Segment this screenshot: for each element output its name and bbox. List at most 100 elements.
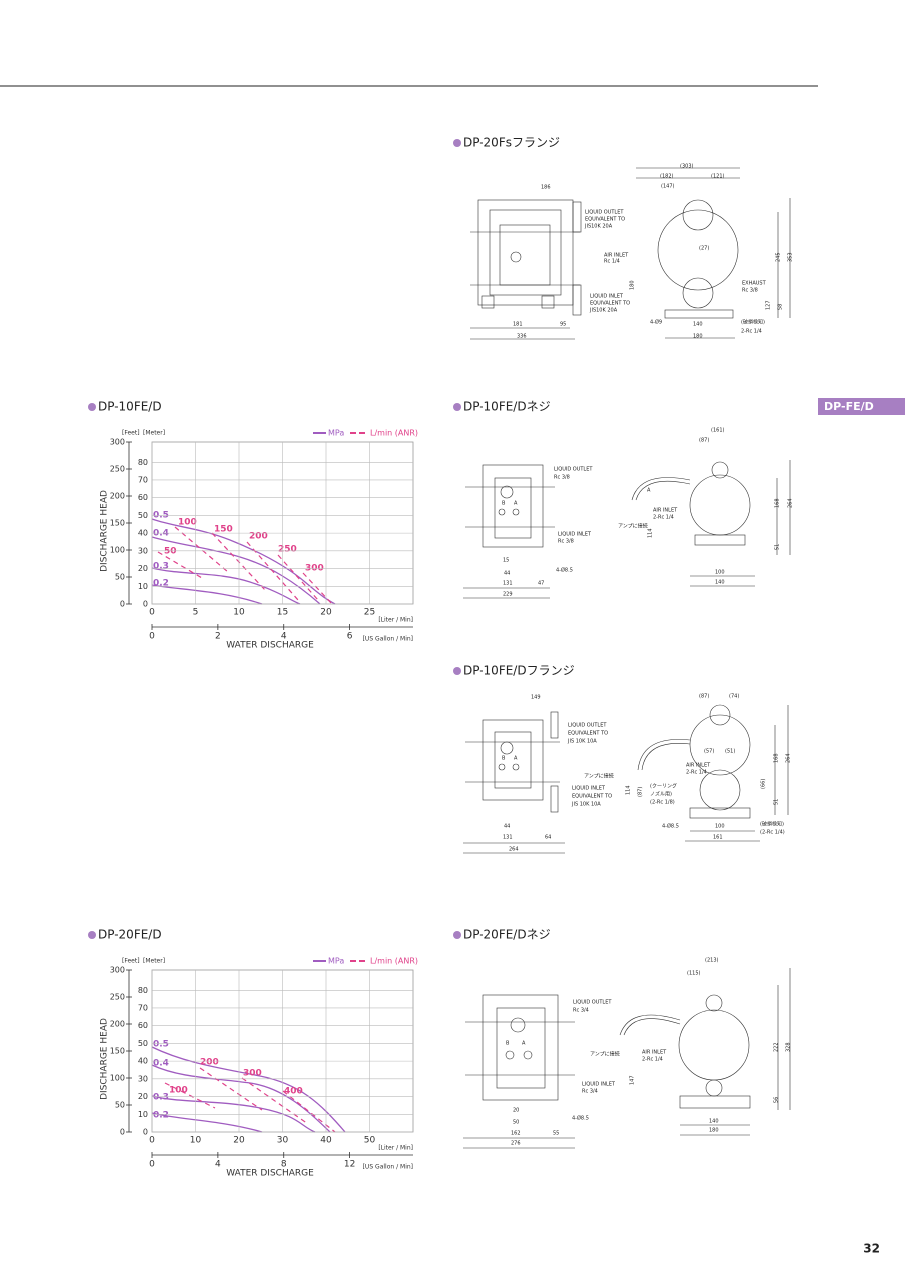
air-label: 200 [200, 1058, 219, 1068]
dimension: 180 [709, 1128, 719, 1134]
y-axis-label: DISCHARGE HEAD [100, 1018, 110, 1100]
y-tick-label: 70 [138, 1003, 148, 1012]
y-tick-label: 60 [138, 1021, 148, 1030]
air-label: 400 [284, 1087, 303, 1097]
y-tick-label: 50 [138, 511, 148, 520]
bullet [453, 403, 461, 411]
dimension: 4-Ø8.5 [556, 567, 573, 574]
callout: JIS 10K 10A [571, 802, 601, 808]
dimension: 4-Ø8.5 [662, 823, 679, 830]
callout: Rc 1/4 [604, 259, 620, 265]
y-tick-label: 30 [138, 1074, 148, 1083]
dimension: (87) [699, 694, 709, 700]
callout: EQUIVALENT TO [590, 301, 630, 307]
callout: B [502, 501, 506, 507]
x-tick-label: 25 [364, 608, 375, 618]
axis-unit: [US Gallon / Min] [363, 1164, 413, 1171]
dimension: 264 [786, 753, 792, 763]
dimension: 64 [545, 835, 551, 841]
y-tick-label: 250 [110, 993, 125, 1002]
dimension: (115) [687, 971, 700, 977]
x-tick-label: 30 [277, 1136, 289, 1146]
y-tick-label: 10 [138, 582, 148, 591]
section-title: DP-10FE/Dネジ [463, 400, 551, 414]
callout: EQUIVALENT TO [585, 217, 625, 223]
x-axis-label: WATER DISCHARGE [226, 1169, 314, 1179]
axis-unit: [Liter / Min] [378, 617, 413, 624]
dimension: 114 [648, 528, 654, 538]
callout: 2-Rc 1/4 [686, 770, 707, 776]
pressure-label: 0.4 [153, 1059, 169, 1069]
x-tick-label: 0 [149, 632, 155, 642]
air-label: 100 [178, 518, 197, 528]
dimension: 20 [513, 1108, 519, 1114]
x-tick-label: 20 [233, 1136, 245, 1146]
y-tick-label: 30 [138, 546, 148, 555]
x-tick-label: 0 [149, 608, 155, 618]
dimension: 168 [774, 753, 780, 763]
page-number: 32 [863, 1242, 880, 1256]
dimension: 51 [775, 544, 781, 550]
dimension: 162 [511, 1131, 521, 1137]
section-title: DP-20Fsフランジ [463, 136, 560, 150]
callout: A [647, 488, 651, 494]
axis-unit: [Meter] [143, 958, 165, 965]
pressure-label: 0.2 [153, 1111, 169, 1121]
dimension: (51) [725, 749, 735, 755]
callout: AIR INLET [686, 763, 711, 769]
callout: 2-Rc 1/4 [653, 515, 674, 521]
y-tick-label: 0 [143, 600, 148, 609]
dimension: 51 [774, 799, 780, 805]
callout: JIS 10K 10A [567, 739, 597, 745]
callout: LIQUID OUTLET [573, 1000, 612, 1006]
drawing-labels: 186 LIQUID OUTLET EQUIVALENT TO JIS10K 2… [513, 164, 794, 340]
dimension: 114 [626, 785, 632, 795]
callout: アンプに接続 [618, 523, 648, 530]
dimension: 180 [630, 280, 636, 290]
pressure-label: 0.4 [153, 529, 169, 539]
dimension: 336 [517, 334, 527, 340]
y-tick-label: 0 [120, 1128, 125, 1137]
dimension: (182) [660, 174, 673, 180]
dimension: (57) [704, 749, 714, 755]
pressure-label: 0.2 [153, 579, 169, 589]
callout: (破損検知) [760, 821, 784, 828]
y-tick-label: 40 [138, 529, 148, 538]
dimension: (303) [680, 164, 693, 170]
pressure-label: 0.5 [153, 1040, 169, 1050]
axis-unit: [Feet] [122, 958, 140, 965]
x-tick-label: 10 [190, 1136, 202, 1146]
y-tick-label: 20 [138, 1092, 148, 1101]
air-label: 250 [278, 545, 297, 555]
callout: ノズル用) [650, 791, 672, 798]
callout: 2-Rc 1/4 [741, 329, 762, 335]
bullet [453, 667, 461, 675]
pressure-label: 0.3 [153, 1093, 169, 1103]
dimension: 140 [715, 580, 725, 586]
callout: B [502, 756, 506, 762]
callout: EXHAUST [742, 281, 767, 287]
callout: (2-Rc 1/8) [650, 800, 675, 806]
y-tick-label: 100 [110, 1074, 125, 1083]
callout: JIS10K 20A [584, 224, 613, 230]
dimension: 47 [538, 581, 544, 587]
dimension: 180 [693, 334, 703, 340]
dimension: 44 [504, 824, 510, 830]
y-tick-label: 300 [110, 966, 125, 975]
y-tick-label: 80 [138, 986, 148, 995]
dimension: 44 [504, 571, 510, 577]
dimension: 15 [503, 558, 509, 564]
dimension: 276 [511, 1141, 521, 1147]
y-tick-label: 50 [138, 1039, 148, 1048]
section-title: DP-10FE/Dフランジ [463, 664, 575, 678]
callout: AIR INLET [604, 253, 629, 259]
x-tick-label: 10 [233, 608, 245, 618]
y-tick-label: 70 [138, 475, 148, 484]
y-tick-label: 20 [138, 564, 148, 573]
callout: A [514, 756, 518, 762]
callout: Rc 3/8 [558, 539, 574, 545]
y-tick-label: 0 [143, 1128, 148, 1137]
x-tick-label: 15 [277, 608, 288, 618]
dimension: 245 [776, 252, 782, 262]
axis-unit: [Meter] [143, 430, 165, 437]
